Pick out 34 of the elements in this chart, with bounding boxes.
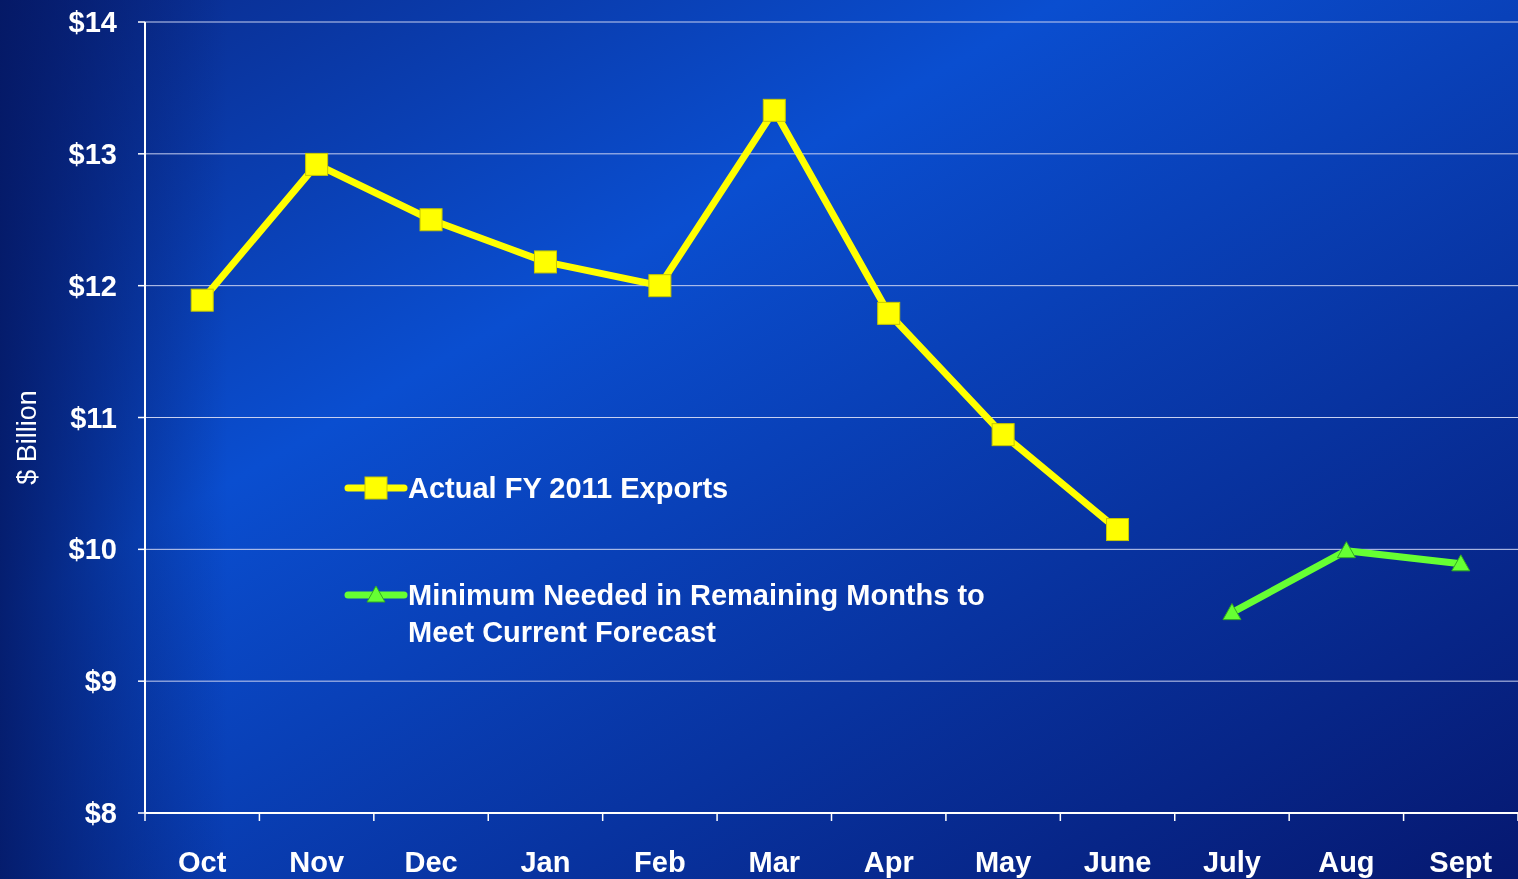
x-tick-label: Mar	[748, 846, 801, 878]
point	[533, 250, 557, 274]
x-tick-label: Dec	[404, 846, 458, 878]
x-tick-label: Apr	[863, 846, 914, 878]
legend-label: Minimum Needed in Remaining Months to Meet Current Forecast	[408, 579, 985, 649]
point	[877, 301, 901, 325]
y-tick-label: $14	[68, 6, 117, 39]
x-tick-label: July	[1202, 846, 1261, 878]
point	[762, 98, 786, 122]
y-axis-title: $ Billion	[12, 390, 42, 485]
y-tick-label: $12	[68, 269, 117, 302]
point	[991, 423, 1015, 447]
y-tick-label: $13	[68, 137, 117, 170]
x-tick-label: Sept	[1429, 846, 1493, 878]
point	[1106, 518, 1130, 542]
point	[1451, 554, 1471, 572]
x-tick-label: Oct	[178, 846, 227, 878]
x-tick-label: Aug	[1318, 846, 1375, 878]
x-tick-label: Feb	[634, 846, 686, 878]
legend-label: Actual FY 2011 Exports	[408, 472, 729, 505]
y-tick-label: $8	[84, 797, 117, 830]
y-tick-label: $9	[84, 665, 117, 698]
point	[419, 208, 443, 232]
x-tick-label: June	[1083, 846, 1152, 878]
y-tick-label: $11	[70, 401, 117, 434]
point	[1222, 603, 1242, 621]
point	[648, 274, 672, 298]
x-tick-label: Jan	[520, 846, 571, 878]
y-tick-label: $10	[68, 533, 117, 566]
x-tick-label: May	[974, 846, 1032, 878]
point	[1336, 541, 1356, 559]
point	[190, 288, 214, 312]
point	[305, 152, 329, 176]
x-tick-label: Nov	[289, 846, 345, 878]
